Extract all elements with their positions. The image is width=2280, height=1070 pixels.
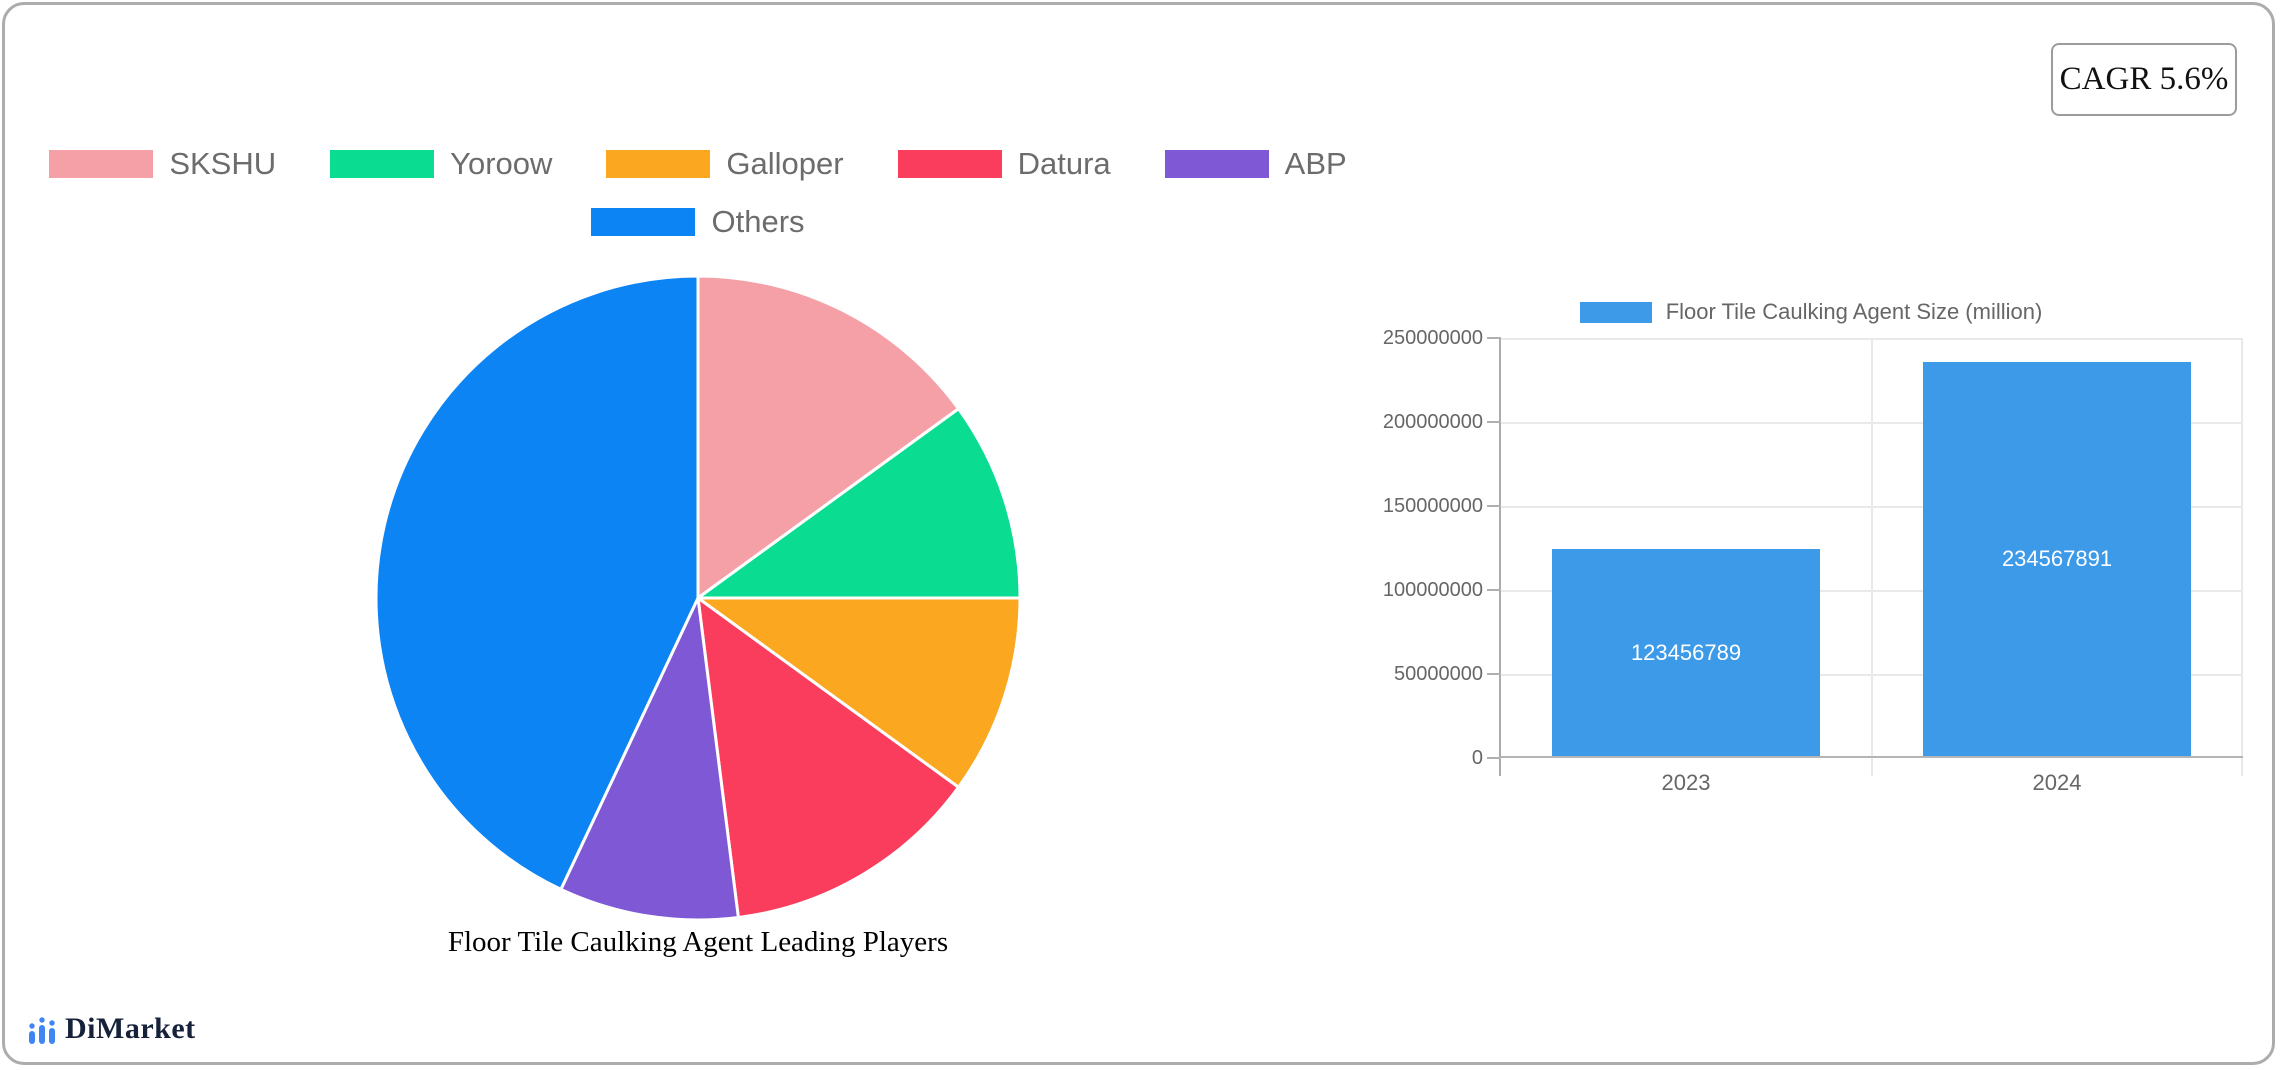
pie-legend-row-2: Others bbox=[38, 204, 1358, 239]
cagr-label: CAGR 5.6% bbox=[2059, 61, 2229, 97]
x-tick-label: 2024 bbox=[2032, 770, 2082, 795]
plot-right-border bbox=[2241, 338, 2243, 776]
y-tick-mark bbox=[1487, 757, 1501, 759]
gridline bbox=[1501, 674, 2243, 676]
legend-label: Galloper bbox=[726, 146, 844, 181]
legend-label: Datura bbox=[1017, 146, 1111, 181]
bar-2023: 123456789 bbox=[1552, 549, 1820, 756]
pie-chart bbox=[368, 268, 1028, 928]
y-tick-label: 100000000 bbox=[1382, 579, 1483, 601]
legend-swatch bbox=[330, 150, 435, 178]
bar-value-label: 123456789 bbox=[1630, 639, 1742, 665]
legend-swatch bbox=[49, 150, 154, 178]
bar-chart-legend: Floor Tile Caulking Agent Size (million) bbox=[1380, 299, 2242, 325]
legend-swatch bbox=[606, 150, 711, 178]
y-tick-mark bbox=[1487, 589, 1501, 591]
gridline bbox=[1501, 590, 2243, 592]
legend-swatch bbox=[591, 208, 696, 236]
y-tick-label: 250000000 bbox=[1382, 327, 1483, 349]
bar-legend-swatch bbox=[1579, 301, 1652, 323]
gridline bbox=[1501, 338, 2243, 340]
pie-svg bbox=[374, 274, 1022, 922]
y-tick-label: 200000000 bbox=[1382, 411, 1483, 433]
gridline bbox=[1501, 506, 2243, 508]
legend-label: SKSHU bbox=[169, 146, 277, 181]
pie-slice-galloper bbox=[696, 596, 1022, 789]
pie-slice-others bbox=[374, 274, 700, 891]
pie-slice-skshu bbox=[696, 274, 960, 600]
y-tick-mark bbox=[1487, 421, 1501, 423]
legend-label: ABP bbox=[1284, 146, 1347, 181]
y-tick-mark bbox=[1487, 673, 1501, 675]
y-tick-label: 0 bbox=[1471, 747, 1483, 769]
y-axis-line bbox=[1499, 338, 1501, 776]
pie-legend-item-galloper: Galloper bbox=[606, 146, 844, 181]
legend-label: Others bbox=[711, 204, 805, 239]
pie-legend-item-yoroow: Yoroow bbox=[330, 146, 553, 181]
bar-legend-label: Floor Tile Caulking Agent Size (million) bbox=[1665, 299, 2043, 324]
pie-legend-item-skshu: SKSHU bbox=[49, 146, 277, 181]
y-tick-mark bbox=[1487, 505, 1501, 507]
zero-line bbox=[1501, 756, 2243, 758]
pie-slice-yoroow bbox=[696, 407, 1022, 600]
bar-chart-trend-icon bbox=[29, 1017, 55, 1044]
pie-slice-datura bbox=[696, 596, 960, 919]
cagr-badge: CAGR 5.6% bbox=[2051, 43, 2237, 116]
logo-text: DiMarket bbox=[65, 1012, 196, 1045]
pie-chart-title: Floor Tile Caulking Agent Leading Player… bbox=[447, 926, 949, 958]
x-tick-label: 2023 bbox=[1661, 770, 1711, 795]
y-tick-mark bbox=[1487, 337, 1501, 339]
y-tick-label: 50000000 bbox=[1394, 663, 1483, 685]
bar-value-label: 234567891 bbox=[2001, 546, 2113, 571]
y-tick-label: 150000000 bbox=[1382, 495, 1483, 517]
pie-slice-abp bbox=[559, 596, 740, 922]
bar-chart-plot-area: 123456789 2023 234567891 2024 bbox=[1499, 338, 2243, 795]
pie-legend: SKSHU Yoroow Galloper Datura ABP Others bbox=[38, 146, 1358, 239]
legend-swatch bbox=[897, 150, 1002, 178]
gridline bbox=[1501, 422, 2243, 424]
legend-swatch bbox=[1164, 150, 1269, 178]
legend-label: Yoroow bbox=[450, 146, 553, 181]
category-gridline bbox=[1871, 338, 1873, 776]
bar-2024: 234567891 bbox=[1923, 362, 2191, 756]
dimarket-logo: DiMarket bbox=[28, 1012, 196, 1046]
pie-legend-row-1: SKSHU Yoroow Galloper Datura ABP bbox=[38, 146, 1358, 181]
pie-legend-item-datura: Datura bbox=[897, 146, 1111, 181]
pie-legend-item-abp: ABP bbox=[1164, 146, 1347, 181]
pie-legend-item-others: Others bbox=[591, 204, 805, 239]
